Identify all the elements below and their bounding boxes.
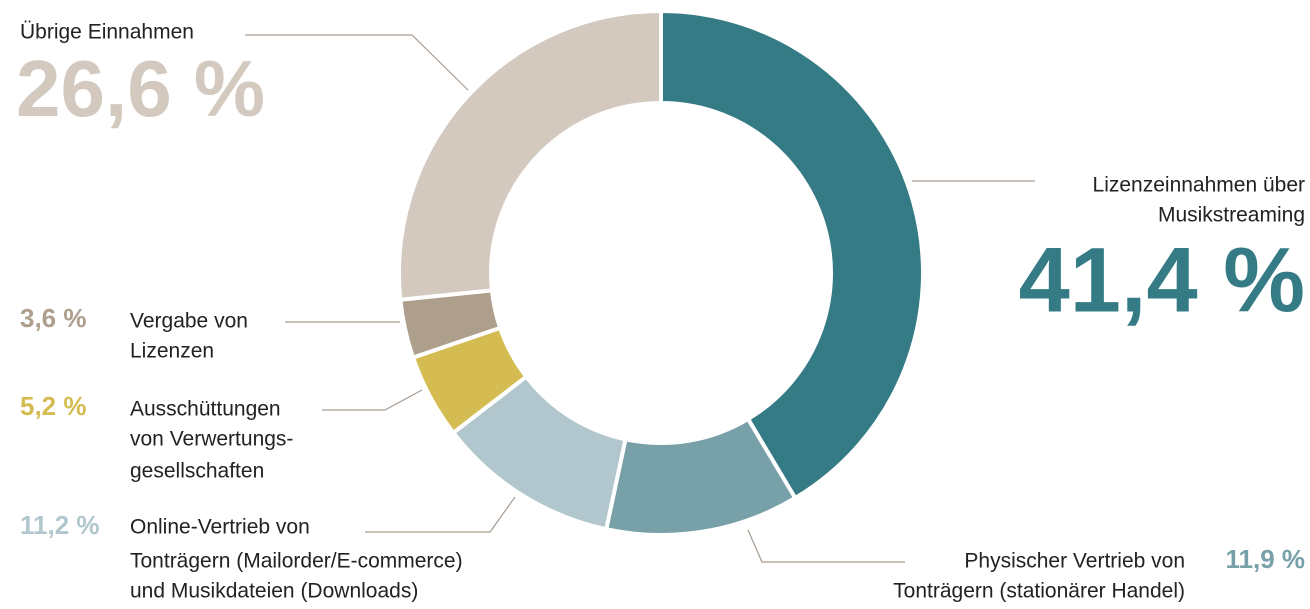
value-label: 11,2 % — [20, 510, 100, 540]
slice-label: Musikstreaming — [1158, 204, 1305, 227]
donut-slice — [659, 8, 925, 501]
slice-label: gesellschaften — [130, 460, 264, 483]
leader-line — [245, 34, 469, 91]
slice-label: Vergabe von — [130, 310, 248, 333]
slice-label: Lizenzeinnahmen über — [1093, 174, 1305, 197]
slice-label: Tonträgern (stationärer Handel) — [893, 580, 1185, 603]
slice-label: von Verwertungs- — [130, 428, 293, 451]
slice-label: Physischer Vertrieb von — [964, 550, 1185, 573]
slice-label: Online-Vertrieb von — [130, 516, 310, 539]
slice-label: Tonträgern (Mailorder/E-commerce) — [130, 550, 463, 573]
leader-line — [322, 389, 423, 411]
slice-label: Übrige Einnahmen — [20, 21, 194, 44]
value-label: 11,9 % — [1225, 544, 1305, 574]
value-label: 5,2 % — [20, 391, 87, 421]
donut-slice — [397, 8, 663, 302]
value-label: 26,6 % — [16, 44, 265, 133]
slice-label: Ausschüttungen — [130, 398, 281, 421]
value-label: 41,4 % — [1019, 229, 1305, 331]
leader-line — [365, 496, 516, 533]
value-label: 3,6 % — [20, 303, 87, 333]
leader-line — [747, 529, 905, 563]
slice-label: und Musikdateien (Downloads) — [130, 580, 418, 603]
slice-label: Lizenzen — [130, 340, 214, 363]
